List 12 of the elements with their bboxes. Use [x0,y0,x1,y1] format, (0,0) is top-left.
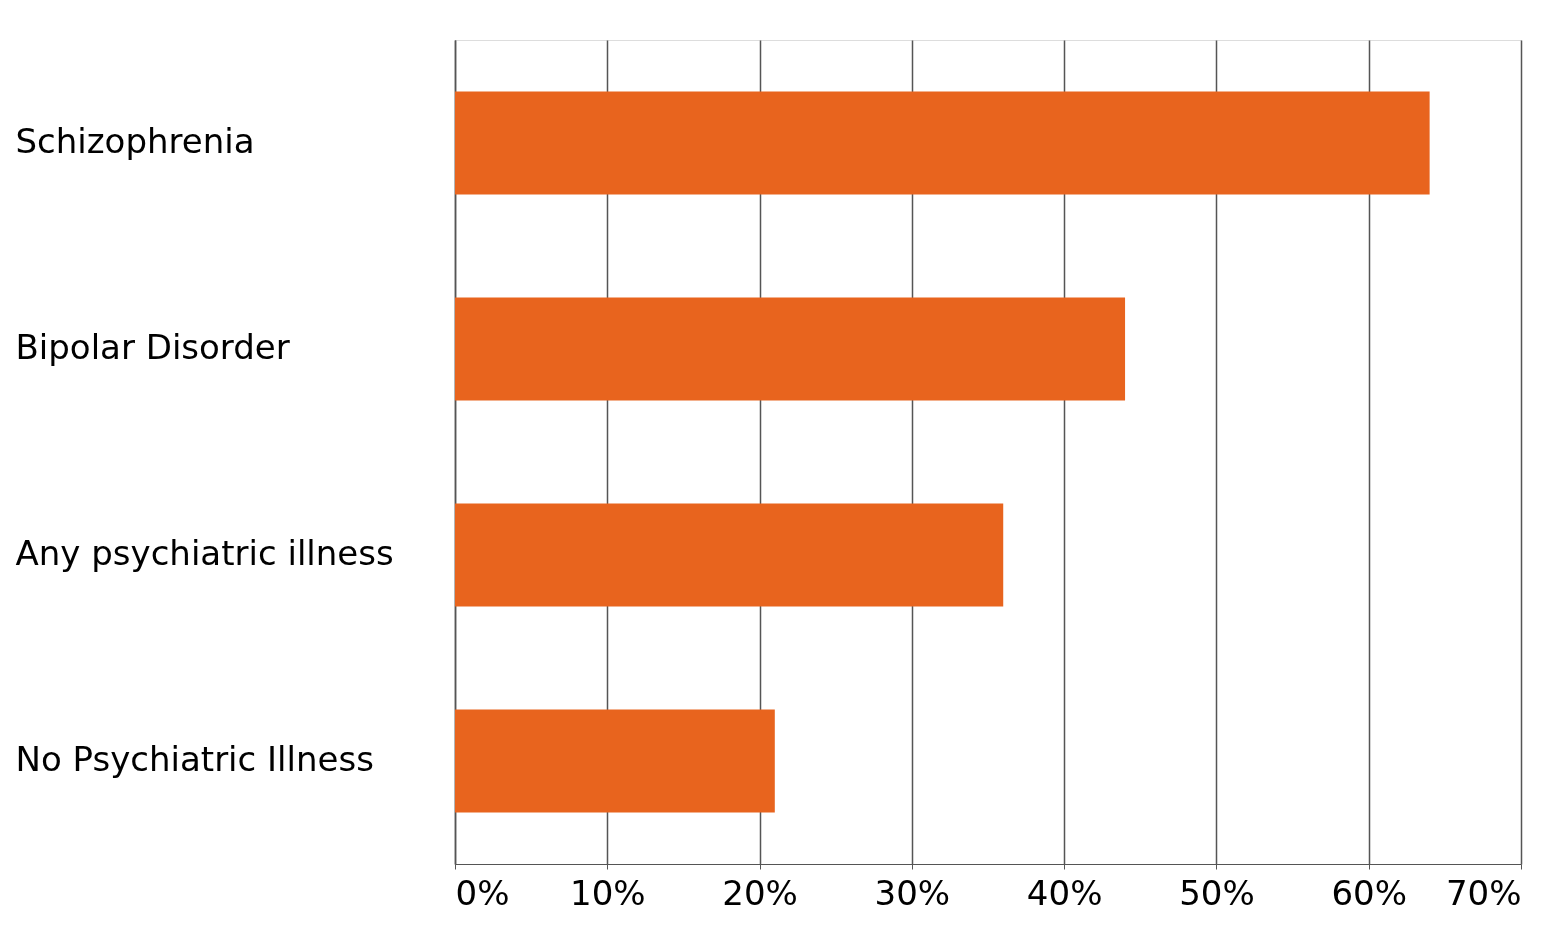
y-tick-label: Schizophrenia [15,121,255,161]
x-tick-label: 10% [570,872,646,913]
x-tick-label: 20% [722,872,798,913]
x-tick-label: 0% [455,872,510,913]
x-tick-label: 70% [1445,872,1522,913]
x-tick-label: 30% [874,872,951,913]
x-tick-label: 60% [1331,872,1407,913]
y-tick-label: No Psychiatric Illness [15,739,374,779]
x-tick-label: 50% [1179,872,1255,913]
x-tick-label: 40% [1026,872,1103,913]
y-tick-label: Bipolar Disorder [15,327,290,367]
y-tick-label: Any psychiatric illness [15,533,394,573]
